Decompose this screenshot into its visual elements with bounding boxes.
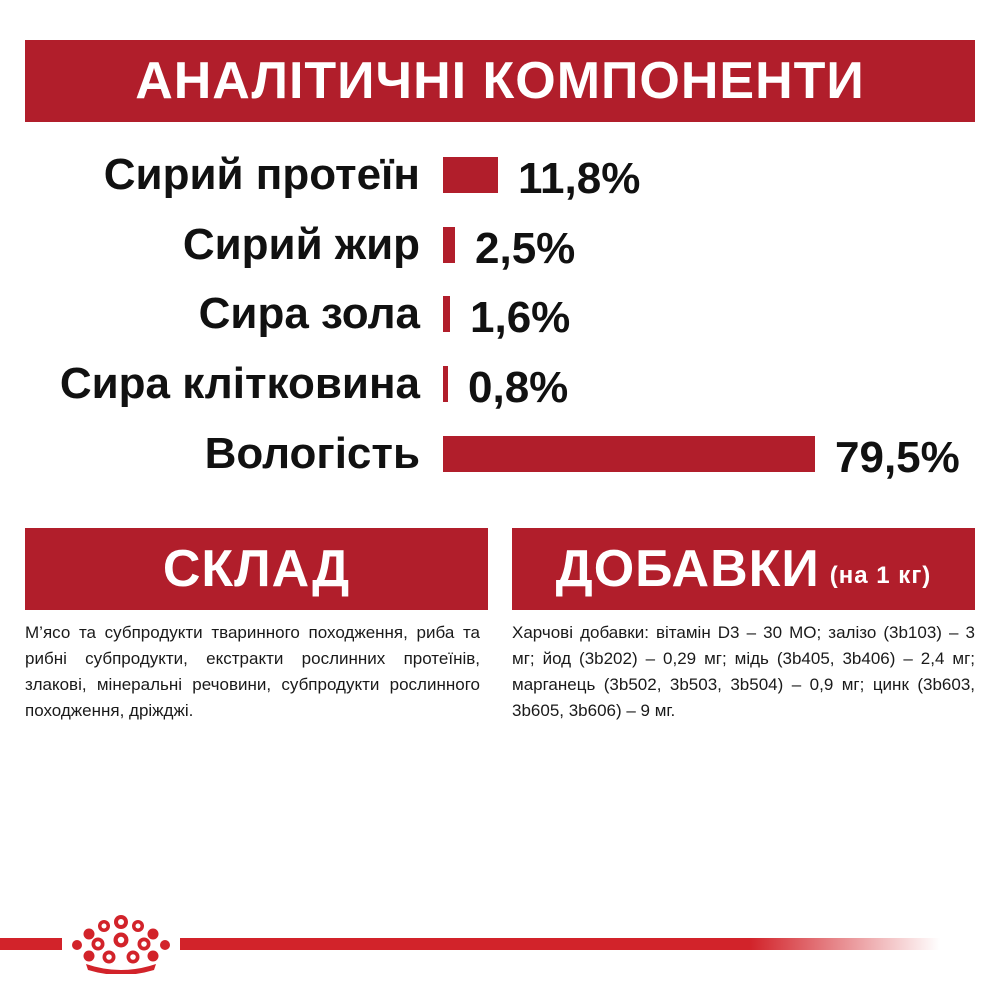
chart-category-label: Сирий протеїн <box>103 150 420 199</box>
chart-bar <box>443 296 450 332</box>
chart-value-label: 79,5% <box>835 433 960 482</box>
analytic-components-title: АНАЛІТИЧНІ КОМПОНЕНТИ <box>135 52 865 110</box>
chart-category-label: Сира клітковина <box>59 359 420 408</box>
composition-title: СКЛАД <box>162 540 351 598</box>
chart-row: Сирий протеїн 11,8% <box>0 145 1000 205</box>
chart-category-label: Вологість <box>204 429 420 478</box>
additives-banner: ДОБАВКИ (на 1 кг) <box>512 528 975 610</box>
chart-row: Вологість 79,5% <box>0 424 1000 484</box>
chart-row: Сира зола 1,6% <box>0 284 1000 344</box>
additives-title: ДОБАВКИ <box>555 540 820 598</box>
composition-banner: СКЛАД <box>25 528 488 610</box>
chart-category-label: Сирий жир <box>182 220 420 269</box>
chart-bar <box>443 366 448 402</box>
analytic-components-banner: АНАЛІТИЧНІ КОМПОНЕНТИ <box>25 40 975 122</box>
chart-value-label: 0,8% <box>468 363 569 412</box>
chart-bar <box>443 227 455 263</box>
composition-text: М’ясо та субпродукти тваринного походжен… <box>25 623 480 720</box>
chart-bar <box>443 157 498 193</box>
footer-line-left <box>0 938 62 950</box>
additives-subtitle: (на 1 кг) <box>829 562 932 589</box>
chart-row: Сирий жир 2,5% <box>0 215 1000 275</box>
chart-bar <box>443 436 815 472</box>
chart-row: Сира клітковина 0,8% <box>0 354 1000 414</box>
crown-logo-icon <box>72 915 170 974</box>
chart-value-label: 11,8% <box>518 154 641 203</box>
footer-line-right <box>180 938 940 950</box>
chart-category-label: Сира зола <box>198 289 420 338</box>
chart-value-label: 2,5% <box>475 224 576 273</box>
chart-value-label: 1,6% <box>470 293 571 342</box>
additives-text: Харчові добавки: вітамін D3 – 30 МО; зал… <box>512 623 975 720</box>
